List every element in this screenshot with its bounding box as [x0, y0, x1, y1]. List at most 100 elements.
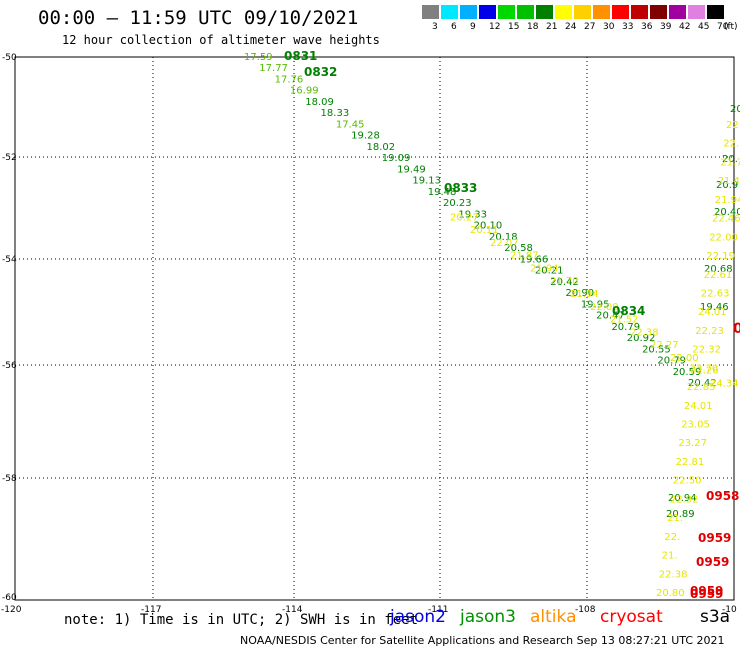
time-mark: 0959 — [696, 555, 729, 569]
time-mark: 0959 — [698, 531, 731, 545]
swh-value-yellow: 20.27 — [450, 212, 479, 223]
lat-label: -54 — [2, 255, 17, 265]
swh-value: 20.21 — [535, 266, 564, 277]
swh-value: 20.79 — [611, 322, 640, 333]
swh-value-yellow: 21.94 — [715, 195, 740, 206]
swh-value: 20.47 — [596, 311, 625, 322]
swh-value-yellow: 22.26 — [690, 366, 719, 377]
swh-value: 17.59 — [244, 52, 273, 63]
swh-value-yellow: 22.81 — [676, 457, 705, 468]
legend-label: 18 — [527, 22, 539, 32]
swh-value-yellow: 22.00 — [709, 232, 738, 243]
swh-value-yellow: 24.01 — [684, 401, 713, 412]
legend-label: 6 — [451, 22, 457, 32]
satellite-cryosat: cryosat — [600, 607, 663, 627]
swh-value-yellow: 23.70 — [690, 363, 719, 374]
swh-value-yellow: 22.19 — [706, 251, 735, 262]
swh-value: 19.09 — [382, 153, 411, 164]
swh-value: 17.45 — [336, 119, 365, 130]
legend-swatch — [612, 5, 629, 19]
swh-value: 19.95 — [581, 299, 610, 310]
swh-value: 20.9 — [716, 180, 738, 191]
swh-value: 19.66 — [520, 254, 549, 265]
swh-value-yellow: 22.00 — [590, 302, 619, 313]
legend-label: 15 — [508, 22, 520, 32]
swh-value: 20.94 — [668, 493, 697, 504]
swh-value-yellow: 24.34 — [710, 378, 739, 389]
legend-label: 12 — [489, 22, 501, 32]
swh-value: 20.59 — [673, 367, 702, 378]
swh-value: 20.10 — [474, 221, 503, 232]
legend-swatch — [555, 5, 572, 19]
page-title: 00:00 – 11:59 UTC 09/10/2021 — [38, 7, 359, 29]
swh-value-yellow: 20.11 — [470, 225, 499, 236]
swh-value: 20.42 — [688, 378, 717, 389]
swh-value-yellow: 22.32 — [692, 345, 721, 356]
time-mark: 0834 — [612, 304, 645, 318]
swh-value-yellow: 21. — [662, 551, 678, 562]
swh-value-yellow: 22.85 — [687, 382, 716, 393]
credit-line: NOAA/NESDIS Center for Satellite Applica… — [240, 634, 725, 647]
swh-value-yellow: 21.94 — [570, 289, 599, 300]
swh-value: 17.77 — [259, 63, 288, 74]
legend-label: 45 — [698, 22, 710, 32]
swh-value: 19.46 — [700, 302, 729, 313]
lat-label: -52 — [2, 153, 17, 163]
legend-swatch — [631, 5, 648, 19]
lon-label: -111 — [428, 605, 448, 615]
swh-value-yellow: 22.38 — [630, 327, 659, 338]
swh-value: 19.48 — [428, 187, 457, 198]
swh-value-yellow: 21.94 — [530, 263, 559, 274]
time-mark: 0958 — [706, 489, 739, 503]
lon-label: -10 — [722, 605, 737, 615]
swh-value-yellow: 21.44 — [718, 176, 740, 187]
swh-value: 20.18 — [489, 232, 518, 243]
footer-note: note: 1) Time is in UTC; 2) SWH is in fe… — [64, 612, 419, 628]
lat-label: -58 — [2, 474, 17, 484]
swh-value-yellow: 22.92 — [670, 494, 699, 505]
swh-value: 18.33 — [321, 108, 350, 119]
swh-value: 20.68 — [704, 264, 733, 275]
swh-value: 20.79 — [657, 356, 686, 367]
swh-value-yellow: 22.27 — [650, 340, 679, 351]
map-frame — [14, 56, 735, 601]
lat-label: -60 — [2, 593, 17, 603]
legend-label: 9 — [470, 22, 476, 32]
legend-swatch — [688, 5, 705, 19]
swh-value: 19.13 — [412, 176, 441, 187]
legend-label: 21 — [546, 22, 558, 32]
time-mark-partial: 0 — [733, 321, 740, 337]
lon-label: -114 — [282, 605, 303, 615]
swh-value-yellow: 21.72 — [720, 157, 740, 168]
swh-value: 20.92 — [627, 333, 656, 344]
legend-swatch — [574, 5, 591, 19]
swh-value-yellow: 24.01 — [698, 307, 727, 318]
page-subtitle: 12 hour collection of altimeter wave hei… — [62, 33, 380, 47]
legend-label: 30 — [603, 22, 615, 32]
legend-label: 39 — [660, 22, 672, 32]
legend-swatch — [707, 5, 724, 19]
legend-label: 33 — [622, 22, 634, 32]
legend-swatch — [669, 5, 686, 19]
swh-value: 19.28 — [351, 131, 380, 142]
swh-value: 16.99 — [290, 86, 319, 97]
swh-value: 20.23 — [443, 198, 472, 209]
time-mark: 0833 — [444, 181, 477, 195]
swh-value-yellow: 22.23 — [695, 326, 724, 337]
legend-label: 27 — [584, 22, 596, 32]
satellite-altika: altika — [530, 607, 577, 627]
swh-value-yellow: 23.05 — [681, 420, 710, 431]
legend-swatch — [479, 5, 496, 19]
swh-value: 20.42 — [550, 277, 579, 288]
legend-swatch — [517, 5, 534, 19]
legend-swatch — [422, 5, 439, 19]
legend-label: 3 — [432, 22, 438, 32]
swh-value: 20.90 — [566, 288, 595, 299]
swh-value: 19.33 — [458, 209, 487, 220]
swh-value: 20.89 — [666, 509, 695, 520]
time-mark: 0831 — [284, 49, 317, 63]
swh-value-yellow: 21.52 — [610, 315, 639, 326]
swh-value: 20.55 — [642, 344, 671, 355]
legend-swatch — [498, 5, 515, 19]
